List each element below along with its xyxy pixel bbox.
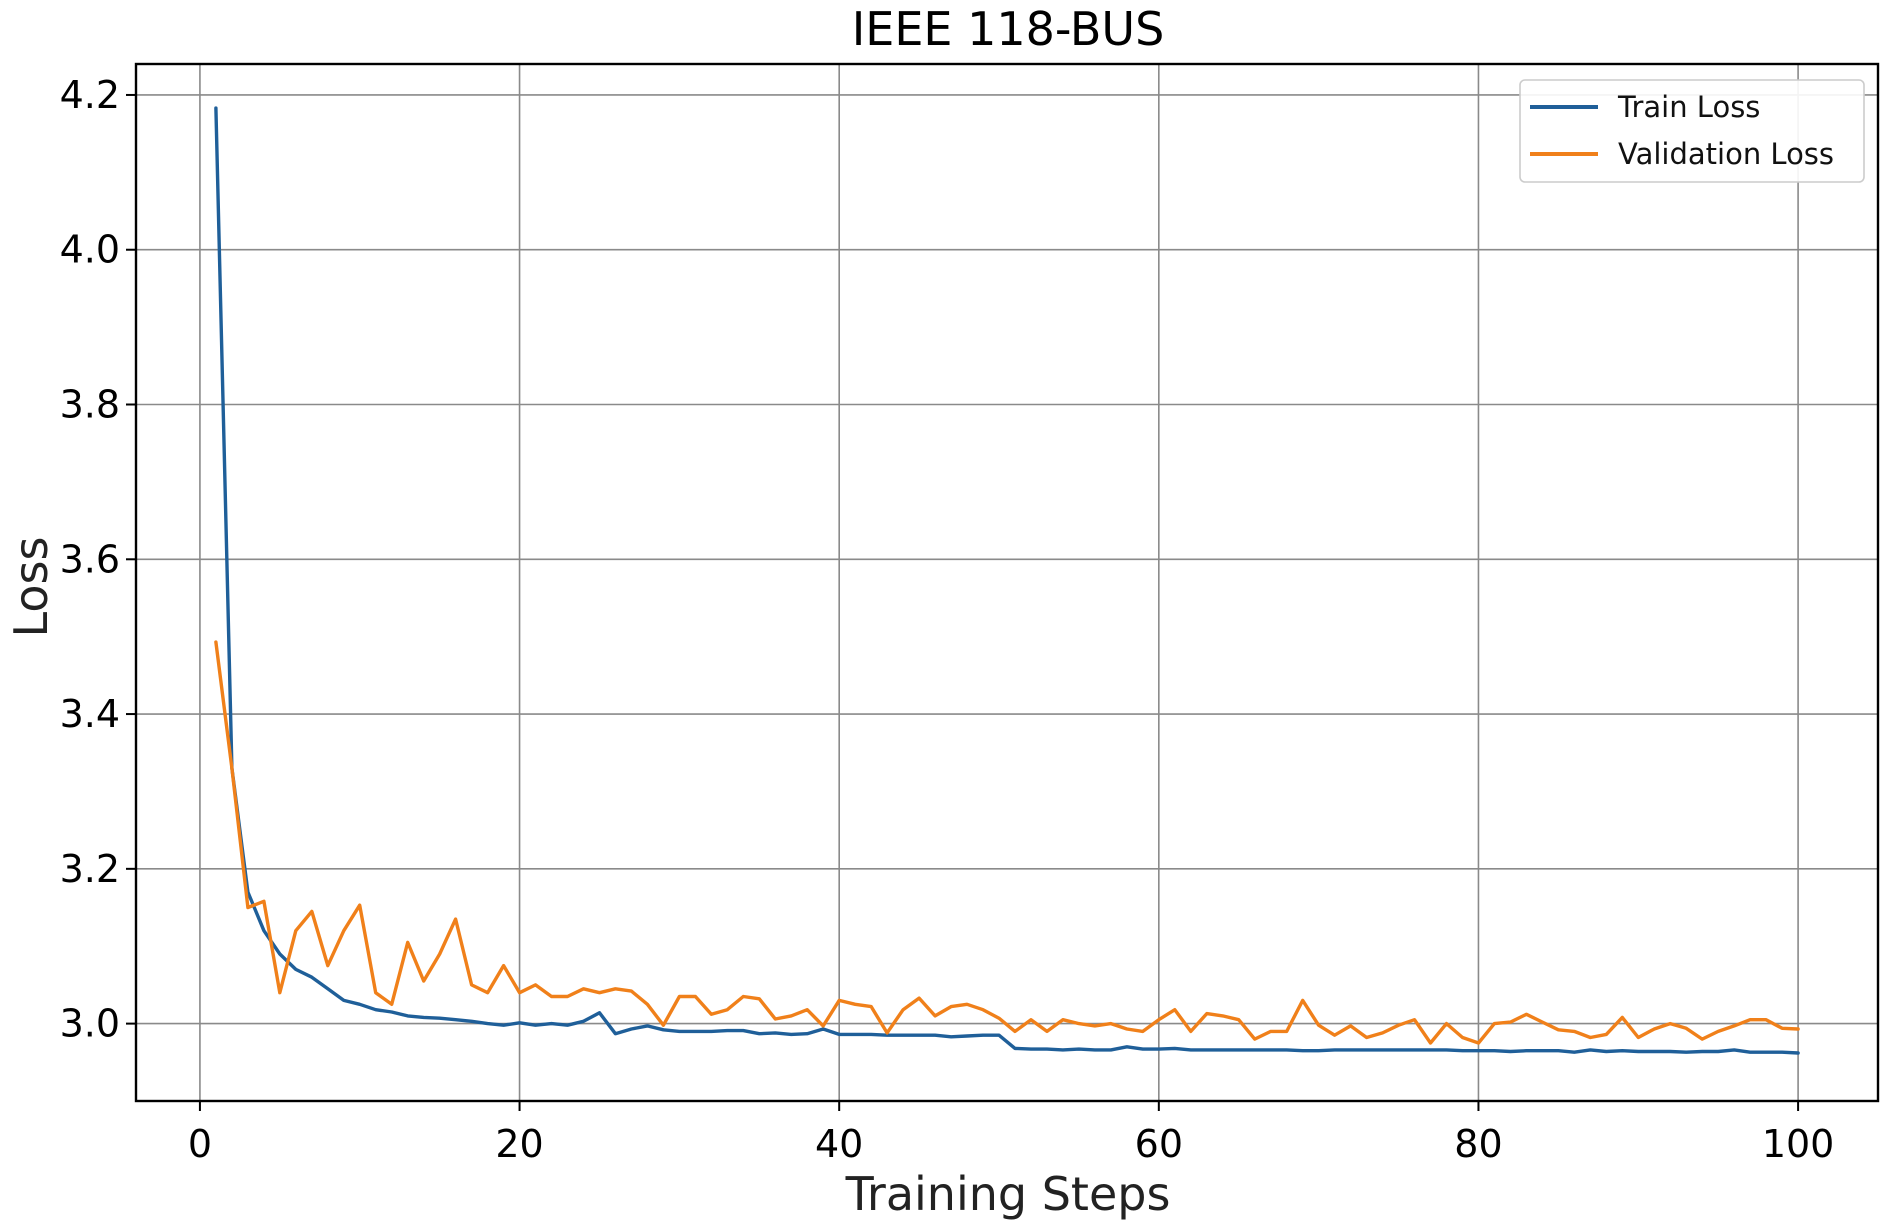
series-line-validation-loss — [214, 640, 1800, 1045]
y-axis-ticks: 3.0 3.2 3.4 3.6 3.8 4.0 4.2 — [60, 73, 136, 1046]
y-tick-label: 3.4 — [60, 692, 120, 736]
x-tick-label: 20 — [495, 1122, 543, 1166]
y-tick-label: 3.8 — [60, 383, 120, 427]
legend: Train Loss Validation Loss — [1519, 79, 1865, 183]
x-tick-label: 80 — [1454, 1122, 1502, 1166]
legend-box — [1519, 79, 1865, 183]
series-lines — [214, 106, 1800, 1055]
y-tick-label: 3.2 — [60, 847, 120, 891]
grid — [136, 64, 1878, 1101]
x-axis-label: Training Steps — [845, 1167, 1171, 1221]
plot-area-frame — [134, 62, 1880, 1103]
series-line-train-loss — [214, 106, 1800, 1055]
chart-title: IEEE 118-BUS — [852, 2, 1165, 56]
x-axis-ticks: 0 20 40 60 80 100 — [188, 1101, 1835, 1166]
x-tick-label: 100 — [1762, 1122, 1835, 1166]
x-tick-label: 40 — [815, 1122, 863, 1166]
x-tick-label: 0 — [188, 1122, 212, 1166]
legend-label-train-loss: Train Loss — [1617, 90, 1760, 124]
x-tick-label: 60 — [1135, 1122, 1183, 1166]
legend-label-validation-loss: Validation Loss — [1618, 137, 1834, 171]
y-tick-label: 4.0 — [60, 228, 120, 272]
y-axis-label: Loss — [4, 537, 58, 638]
y-tick-label: 4.2 — [60, 73, 120, 117]
y-tick-label: 3.6 — [60, 537, 120, 581]
y-tick-label: 3.0 — [60, 1002, 120, 1046]
